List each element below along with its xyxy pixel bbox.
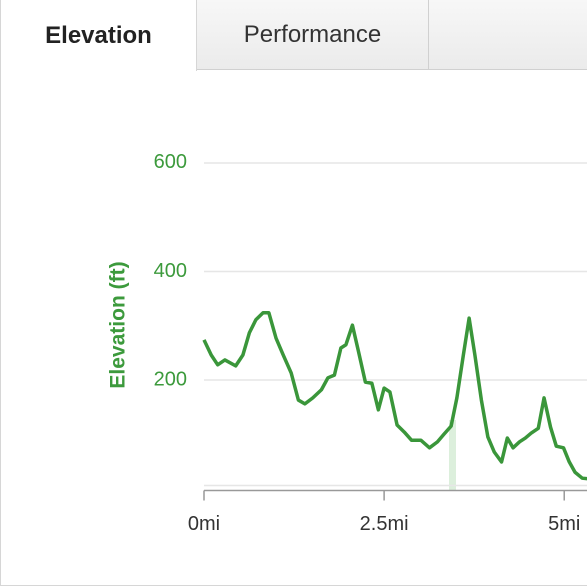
elevation-line (202, 310, 587, 481)
x-tick-label: 5mi (548, 513, 580, 535)
tab[interactable]: Performance (197, 0, 429, 70)
tab[interactable]: Elevation (1, 0, 197, 71)
tab-bar: Elevation Performance (1, 0, 587, 71)
y-axis-title: Elevation (ft) (107, 261, 130, 388)
x-tick-label: 0mi (188, 513, 220, 535)
hover-band (449, 420, 456, 490)
y-tick-label: 600 (154, 151, 187, 173)
y-tick-label: 200 (154, 368, 187, 390)
y-tick-label: 400 (154, 260, 187, 282)
tab[interactable] (429, 0, 587, 70)
x-tick-label: 2.5mi (360, 513, 409, 535)
